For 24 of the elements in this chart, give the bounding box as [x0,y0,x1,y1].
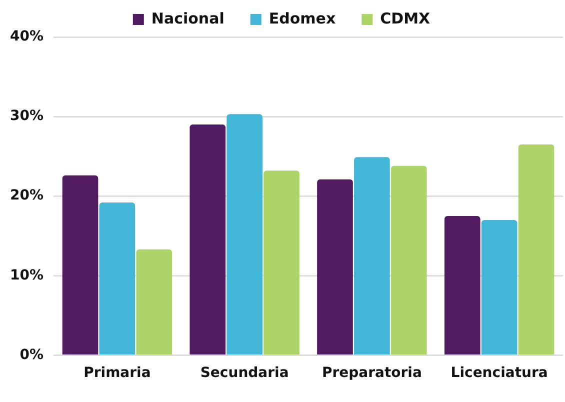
legend-label: Nacional [151,9,224,28]
y-tick-label: 10% [10,267,44,284]
bar [518,144,554,354]
x-tick-label: Preparatoria [322,365,422,382]
bar [264,170,300,354]
x-tick-label: Primaria [84,365,151,382]
legend-label: Edomex [268,9,336,28]
bar [481,220,518,354]
y-tick-label: 0% [20,346,44,363]
bar [190,124,226,354]
x-tick-label: Licenciatura [450,365,548,382]
bar [62,175,98,354]
legend-label: CDMX [380,9,431,28]
bar [354,157,390,354]
bar [317,179,353,354]
bar [226,114,262,354]
bar [444,216,480,354]
bar [99,202,136,354]
bar [390,166,427,354]
y-tick-label: 30% [10,108,44,124]
y-tick-label: 40% [10,28,44,45]
y-tick-label: 20% [10,188,44,204]
bar [136,249,172,354]
x-tick-label: Secundaria [200,365,289,382]
